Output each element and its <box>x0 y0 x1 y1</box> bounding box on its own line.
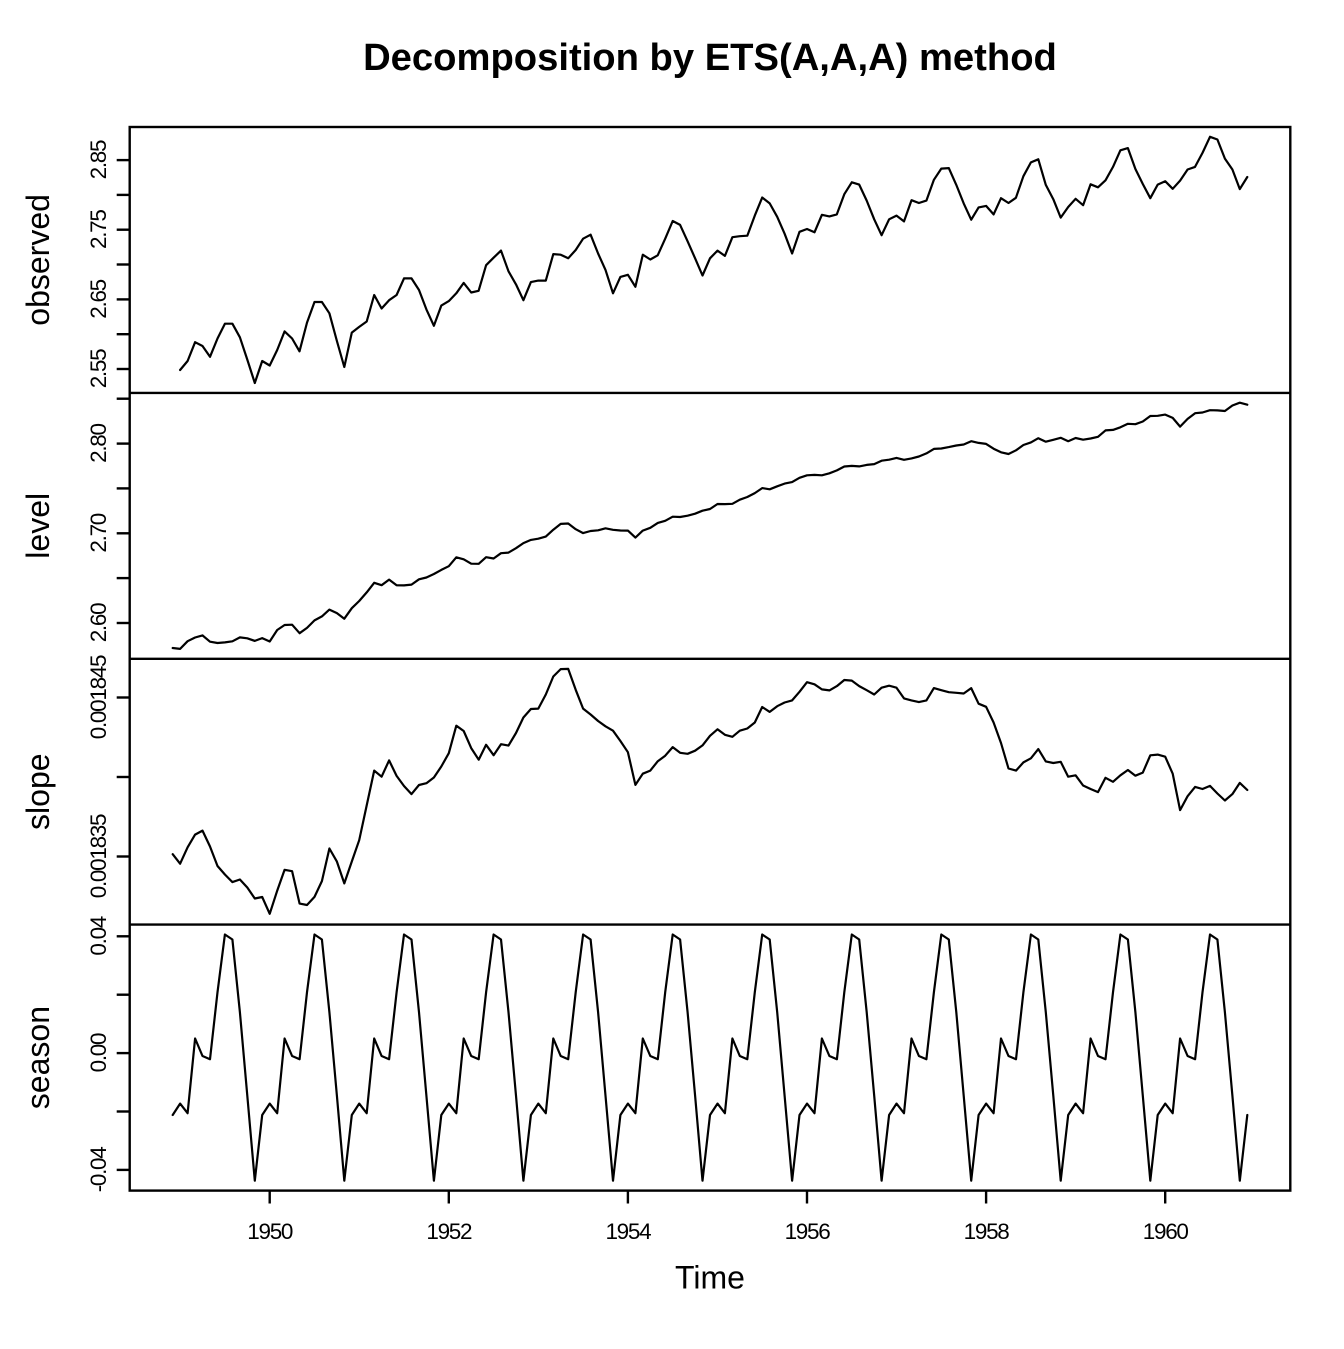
svg-text:1960: 1960 <box>1143 1219 1189 1244</box>
svg-text:level: level <box>20 493 56 559</box>
svg-text:2.75: 2.75 <box>86 210 111 249</box>
svg-text:1950: 1950 <box>247 1219 293 1244</box>
svg-text:1956: 1956 <box>785 1219 831 1244</box>
svg-text:0.00: 0.00 <box>86 1033 111 1072</box>
svg-text:0.001835: 0.001835 <box>86 814 111 898</box>
svg-text:2.80: 2.80 <box>86 424 111 463</box>
svg-text:0.001845: 0.001845 <box>86 655 111 739</box>
svg-text:1954: 1954 <box>605 1219 651 1244</box>
svg-text:1952: 1952 <box>426 1219 472 1244</box>
svg-text:-0.04: -0.04 <box>86 1147 111 1193</box>
svg-text:2.65: 2.65 <box>86 279 111 318</box>
svg-text:observed: observed <box>20 194 56 326</box>
svg-text:2.55: 2.55 <box>86 349 111 388</box>
svg-text:2.70: 2.70 <box>86 513 111 552</box>
svg-text:2.85: 2.85 <box>86 140 111 179</box>
svg-text:Time: Time <box>675 1260 745 1296</box>
svg-text:0.04: 0.04 <box>86 916 111 955</box>
svg-text:Decomposition by ETS(A,A,A) me: Decomposition by ETS(A,A,A) method <box>363 36 1057 79</box>
svg-text:2.60: 2.60 <box>86 603 111 642</box>
svg-text:season: season <box>20 1006 56 1109</box>
svg-text:slope: slope <box>20 753 56 830</box>
svg-text:1958: 1958 <box>964 1219 1010 1244</box>
